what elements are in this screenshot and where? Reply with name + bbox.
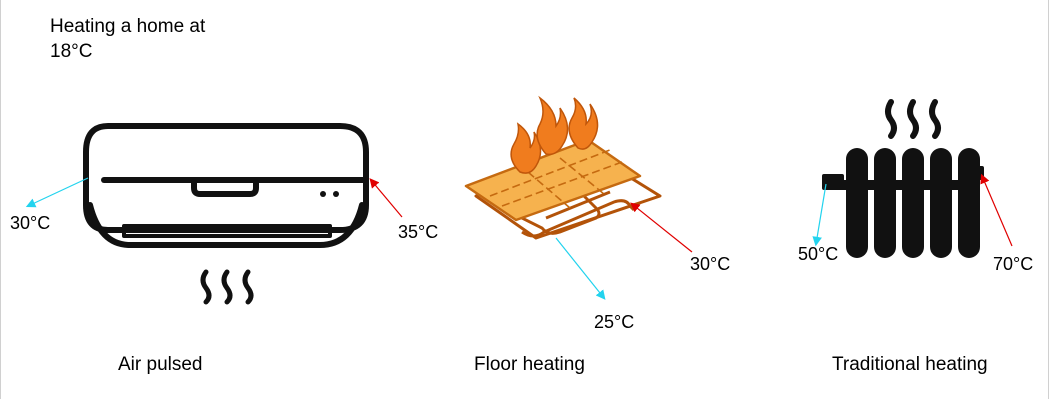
heat-waves-icon	[885, 99, 941, 139]
floor-heating-inflow-temp: 30°C	[690, 254, 731, 274]
outflow-arrow	[25, 177, 89, 208]
floor-heating-label: Floor heating	[474, 354, 585, 375]
heat-waves-icon	[200, 269, 254, 305]
inflow-arrow	[369, 178, 403, 218]
floor-heating-outflow-temp: 25°C	[594, 312, 635, 332]
radiator-icon	[822, 148, 984, 258]
inflow-arrow	[630, 202, 693, 253]
air-pulsed-label: Air pulsed	[118, 354, 203, 375]
air-pulsed-outflow-temp: 30°C	[10, 213, 51, 233]
indicator-light-icon	[320, 191, 326, 197]
indicator-light-icon	[333, 191, 339, 197]
diagram-title: Heating a home at 18°C	[50, 16, 206, 62]
inflow-arrow	[980, 173, 1013, 247]
air-conditioner-icon	[83, 123, 369, 248]
outflow-arrow	[555, 237, 606, 300]
traditional-heating-label: Traditional heating	[832, 354, 988, 375]
traditional-inflow-temp: 70°C	[993, 254, 1034, 274]
outflow-arrow	[812, 183, 827, 247]
floor-heating-icon	[464, 95, 662, 240]
traditional-outflow-temp: 50°C	[798, 244, 839, 264]
air-pulsed-inflow-temp: 35°C	[398, 222, 439, 242]
